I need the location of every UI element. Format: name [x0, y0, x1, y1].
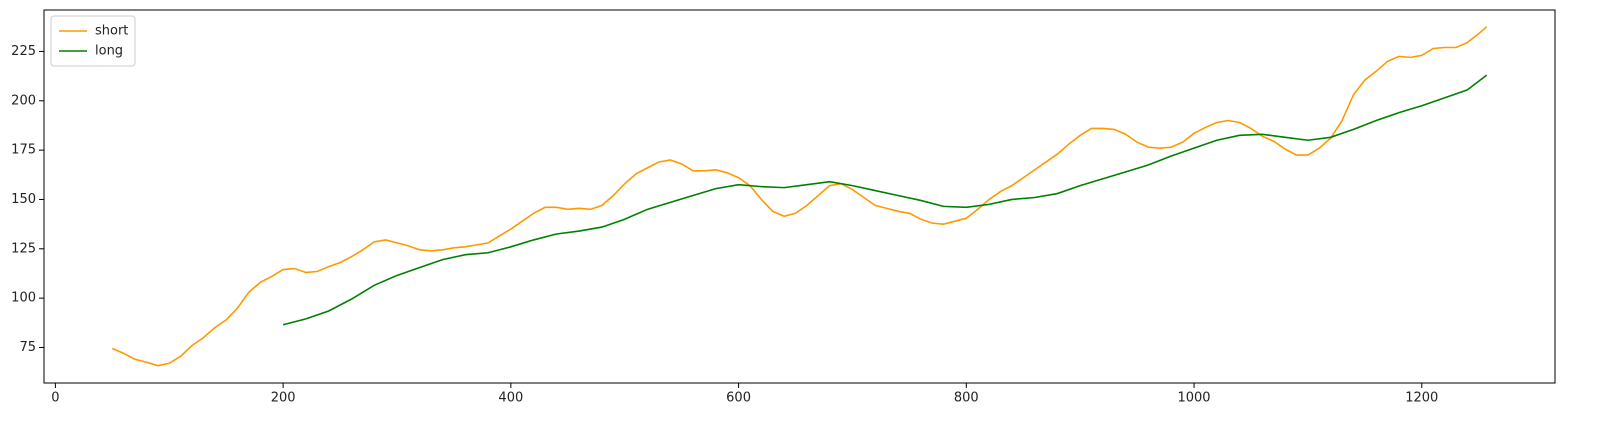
y-tick-label: 150	[11, 192, 36, 207]
line-series	[282, 74, 1488, 326]
x-tick-label: 1200	[1405, 391, 1438, 406]
legend-box	[50, 15, 136, 67]
y-tick-label: 100	[11, 291, 36, 306]
y-tick-label: 75	[19, 340, 36, 355]
y-tick-label: 200	[11, 93, 36, 108]
y-tick-label: 225	[11, 44, 36, 59]
legend-label: short	[95, 24, 128, 39]
y-tick-label: 125	[11, 241, 36, 256]
legend: short long	[50, 15, 136, 67]
y-tick-label: 175	[11, 143, 36, 158]
x-tick-label: 200	[271, 391, 296, 406]
x-tick-label: 0	[51, 391, 59, 406]
x-tick-label: 400	[498, 391, 523, 406]
x-tick-label: 600	[726, 391, 751, 406]
x-tick-label: 800	[954, 391, 979, 406]
x-tick-label: 1000	[1177, 391, 1210, 406]
plot-frame	[43, 9, 1556, 384]
legend-label: long	[95, 44, 123, 59]
